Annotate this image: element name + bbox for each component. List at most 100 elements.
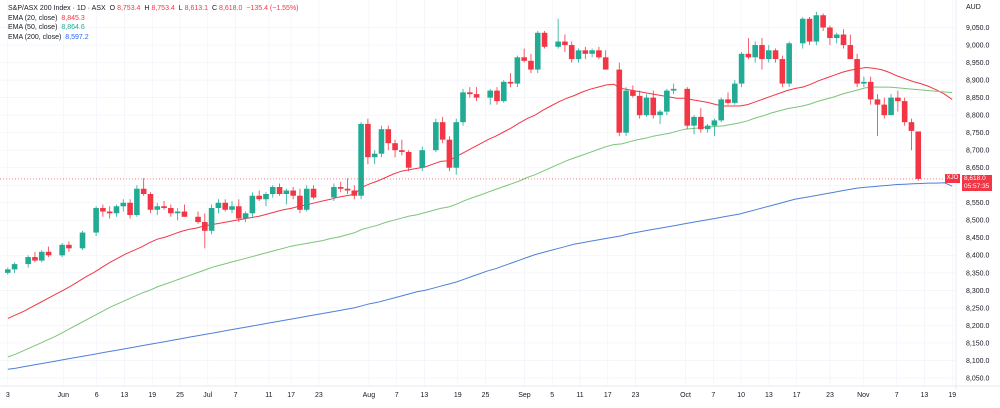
candle[interactable] bbox=[779, 55, 786, 88]
candle[interactable] bbox=[636, 90, 643, 119]
candle[interactable] bbox=[772, 48, 779, 63]
candle[interactable] bbox=[487, 88, 493, 105]
candle[interactable] bbox=[861, 76, 867, 88]
candle[interactable] bbox=[820, 13, 826, 32]
candle[interactable] bbox=[263, 192, 269, 207]
candle[interactable] bbox=[38, 250, 45, 263]
candle[interactable] bbox=[147, 192, 154, 214]
candle[interactable] bbox=[256, 190, 262, 202]
legend-ema50[interactable]: EMA (50, close) 8,864.6 bbox=[8, 23, 301, 33]
candle[interactable] bbox=[371, 150, 378, 165]
candle[interactable] bbox=[874, 94, 881, 137]
candle[interactable] bbox=[310, 185, 317, 200]
candle[interactable] bbox=[827, 25, 833, 46]
candle[interactable] bbox=[650, 90, 657, 119]
ema20-line[interactable] bbox=[7, 66, 953, 319]
candle[interactable] bbox=[453, 118, 460, 175]
candle[interactable] bbox=[399, 139, 405, 156]
candle[interactable] bbox=[446, 136, 453, 172]
candle[interactable] bbox=[439, 116, 446, 144]
candle[interactable] bbox=[303, 185, 310, 212]
candle[interactable] bbox=[908, 118, 915, 151]
currency-label[interactable]: AUD bbox=[966, 4, 981, 11]
candle[interactable] bbox=[433, 118, 439, 152]
candle[interactable] bbox=[242, 211, 249, 223]
candle[interactable] bbox=[752, 41, 758, 63]
candle[interactable] bbox=[106, 206, 113, 219]
candle[interactable] bbox=[799, 17, 806, 49]
candle[interactable] bbox=[276, 183, 283, 196]
candle[interactable] bbox=[385, 125, 392, 151]
candle[interactable] bbox=[888, 94, 894, 116]
candle[interactable] bbox=[589, 48, 595, 58]
candle[interactable] bbox=[229, 201, 235, 214]
candle[interactable] bbox=[711, 118, 718, 137]
candle[interactable] bbox=[765, 45, 772, 63]
candle[interactable] bbox=[881, 97, 888, 119]
candle[interactable] bbox=[208, 204, 215, 235]
candle[interactable] bbox=[514, 55, 521, 88]
candle[interactable] bbox=[738, 52, 745, 88]
candle[interactable] bbox=[419, 146, 426, 172]
candle[interactable] bbox=[134, 185, 140, 217]
candle[interactable] bbox=[174, 208, 181, 221]
candle[interactable] bbox=[895, 90, 901, 112]
candle[interactable] bbox=[290, 186, 296, 200]
candle[interactable] bbox=[847, 34, 854, 60]
candle[interactable] bbox=[521, 48, 527, 63]
candle[interactable] bbox=[725, 92, 731, 105]
candle[interactable] bbox=[11, 262, 18, 273]
candle[interactable] bbox=[684, 87, 691, 130]
candle[interactable] bbox=[528, 53, 534, 74]
candle[interactable] bbox=[915, 131, 922, 181]
candle[interactable] bbox=[473, 87, 480, 102]
candle[interactable] bbox=[365, 118, 371, 165]
candle[interactable] bbox=[582, 46, 589, 60]
candle[interactable] bbox=[113, 204, 120, 217]
candle[interactable] bbox=[337, 181, 344, 193]
ema50-line[interactable] bbox=[7, 86, 953, 358]
candle[interactable] bbox=[562, 34, 568, 53]
candle[interactable] bbox=[534, 31, 541, 74]
candle[interactable] bbox=[249, 192, 256, 217]
candle[interactable] bbox=[100, 204, 106, 217]
candle[interactable] bbox=[494, 87, 500, 105]
candle[interactable] bbox=[698, 108, 704, 133]
candle[interactable] bbox=[500, 80, 507, 103]
candle[interactable] bbox=[235, 199, 242, 223]
candle[interactable] bbox=[568, 41, 575, 63]
candle[interactable] bbox=[786, 41, 792, 88]
candle[interactable] bbox=[602, 50, 609, 70]
ema200-line[interactable] bbox=[7, 182, 953, 370]
candle[interactable] bbox=[867, 76, 874, 105]
candle[interactable] bbox=[575, 48, 582, 63]
candle[interactable] bbox=[691, 115, 697, 135]
candle[interactable] bbox=[555, 18, 561, 49]
candle[interactable] bbox=[405, 150, 412, 172]
candle[interactable] bbox=[460, 88, 466, 126]
candle[interactable] bbox=[59, 243, 65, 258]
candle[interactable] bbox=[806, 17, 813, 46]
candle[interactable] bbox=[331, 183, 337, 202]
legend-ema20[interactable]: EMA (20, close) 8,845.3 bbox=[8, 14, 301, 24]
candle[interactable] bbox=[467, 87, 473, 98]
candle[interactable] bbox=[392, 139, 398, 158]
candle[interactable] bbox=[45, 246, 52, 258]
candle[interactable] bbox=[297, 188, 303, 214]
candle[interactable] bbox=[745, 38, 752, 60]
candle[interactable] bbox=[854, 53, 860, 88]
candle[interactable] bbox=[664, 88, 670, 116]
candle[interactable] bbox=[704, 123, 711, 133]
candle[interactable] bbox=[616, 62, 623, 137]
candle[interactable] bbox=[670, 83, 677, 95]
candle[interactable] bbox=[195, 211, 201, 224]
candle[interactable] bbox=[901, 97, 908, 126]
candle[interactable] bbox=[127, 199, 133, 219]
candle[interactable] bbox=[269, 185, 276, 198]
candle[interactable] bbox=[66, 241, 72, 252]
candle[interactable] bbox=[283, 188, 290, 205]
candle[interactable] bbox=[222, 199, 229, 212]
candle[interactable] bbox=[378, 125, 385, 158]
